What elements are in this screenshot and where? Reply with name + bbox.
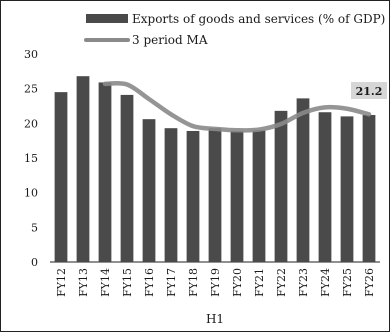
y-tick-label: 0: [31, 256, 38, 269]
bar-fy15: [120, 94, 134, 262]
bar-fy17: [164, 128, 178, 262]
bar-fy26: [362, 115, 376, 262]
x-tick-label: FY15: [121, 268, 134, 297]
bar-fy23: [296, 98, 310, 262]
bar-fy22: [274, 110, 288, 262]
y-tick-label: 30: [24, 48, 38, 61]
legend-label-bars: Exports of goods and services (% of GDP): [132, 12, 385, 26]
bar-fy25: [340, 116, 354, 263]
x-tick-label: FY20: [231, 268, 244, 297]
bar-fy16: [142, 119, 156, 262]
moving-average-path: [102, 80, 372, 133]
y-tick-label: 20: [24, 117, 38, 130]
x-tick-label: FY25: [341, 268, 354, 297]
x-tick-label: FY17: [165, 268, 178, 297]
x-tick-label: FY16: [143, 268, 156, 297]
x-tick-label: FY23: [297, 268, 310, 297]
annotations: 21.2: [351, 82, 387, 100]
x-tick-label: FY13: [77, 268, 90, 297]
bar-fy20: [230, 130, 244, 262]
bar-fy13: [76, 76, 90, 262]
x-tick-label: FY21: [253, 268, 266, 297]
bar-fy12: [54, 92, 68, 262]
data-label: 21.2: [356, 85, 383, 98]
x-tick-label: FY18: [187, 268, 200, 297]
x-tick-label: FY22: [275, 268, 288, 297]
bar-fy14: [98, 82, 112, 262]
moving-average-line: [102, 80, 372, 133]
legend-bar-swatch: [86, 14, 128, 23]
x-tick-label: FY19: [209, 268, 222, 297]
x-axis-ticks: FY12 FY13 FY14 FY15 FY16 FY17 FY18 FY19 FY20 FY21…: [55, 268, 376, 297]
y-tick-label: 10: [24, 187, 38, 200]
data-label-box: [351, 82, 387, 100]
bar-fy19: [208, 128, 222, 262]
bar-fy24: [318, 112, 332, 263]
y-tick-label: 5: [31, 221, 38, 234]
y-axis-ticks: 0 5 10 15 20 25 30: [24, 48, 38, 269]
bar-fy18: [186, 130, 200, 262]
x-tick-label: FY12: [55, 268, 68, 297]
bars: [54, 76, 376, 263]
bar-fy21: [252, 130, 266, 262]
x-tick-label: FY26: [363, 268, 376, 297]
legend: Exports of goods and services (% of GDP)…: [84, 12, 385, 47]
y-tick-label: 25: [24, 83, 38, 96]
legend-label-line: 3 period MA: [132, 33, 208, 47]
x-tick-label: FY14: [99, 268, 112, 297]
y-tick-label: 15: [24, 152, 38, 165]
x-tick-label: FY24: [319, 268, 332, 297]
x-axis-label: H1: [206, 312, 224, 326]
